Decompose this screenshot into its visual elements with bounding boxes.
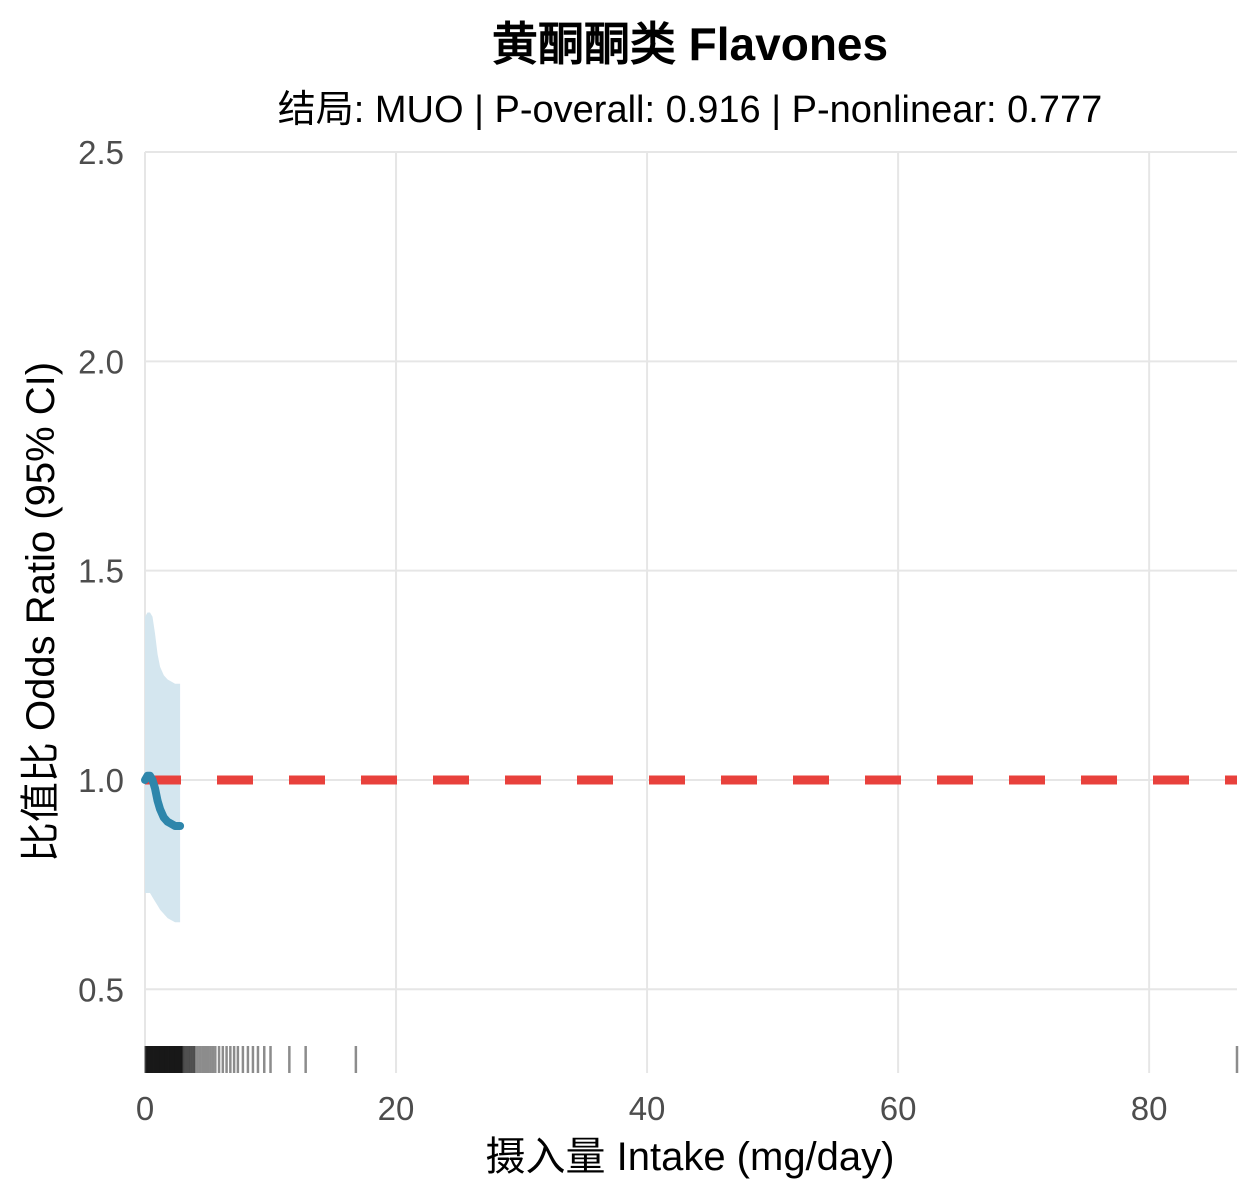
y-tick-labels: 0.5 1.0 1.5 2.0 2.5 <box>78 134 124 1008</box>
x-tick-labels: 0 20 40 60 80 <box>136 1090 1168 1127</box>
series-line-layer <box>141 771 185 830</box>
chart-title: 黄酮酮类 Flavones <box>492 18 888 70</box>
y-tick-label: 1.5 <box>78 553 124 590</box>
chart-subtitle: 结局: MUO | P-overall: 0.916 | P-nonlinear… <box>278 89 1102 131</box>
confidence-band-layer <box>145 612 181 923</box>
x-tick-label: 40 <box>629 1090 666 1127</box>
grid-layer <box>144 151 1237 1073</box>
series-line <box>141 771 185 830</box>
confidence-band <box>145 612 181 923</box>
x-axis-title: 摄入量 Intake (mg/day) <box>485 1135 894 1179</box>
x-tick-label: 0 <box>136 1090 154 1127</box>
y-tick-label: 1.0 <box>78 762 124 799</box>
x-tick-label: 80 <box>1131 1090 1168 1127</box>
x-tick-label: 20 <box>378 1090 415 1127</box>
y-tick-label: 2.0 <box>78 343 124 380</box>
y-axis-title: 比值比 Odds Ratio (95% CI) <box>19 362 63 862</box>
y-tick-label: 0.5 <box>78 971 124 1008</box>
rug-layer <box>144 1046 1239 1073</box>
x-tick-label: 60 <box>880 1090 917 1127</box>
y-tick-label: 2.5 <box>78 134 124 171</box>
